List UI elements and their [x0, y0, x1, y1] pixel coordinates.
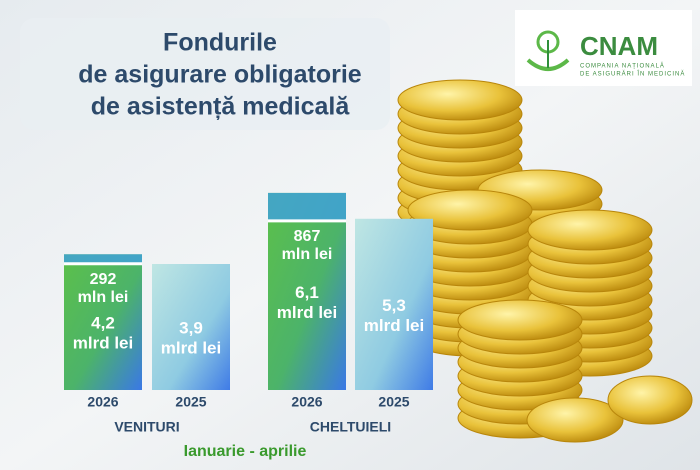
group-label: VENITURI: [114, 419, 179, 435]
value-label: mlrd lei: [277, 303, 337, 322]
group-label: CHELTUIELI: [310, 419, 391, 435]
value-label: mlrd lei: [161, 338, 221, 357]
increase-label: 292: [90, 271, 117, 288]
x-tick-label: 2025: [378, 394, 409, 410]
increase-segment: [64, 254, 142, 264]
coin: [527, 209, 653, 251]
coins-decoration: [397, 79, 693, 443]
logo-box: [515, 10, 692, 86]
x-tick-label: 2025: [175, 394, 206, 410]
value-label: 6,1: [295, 283, 319, 302]
increase-segment: [268, 192, 346, 221]
value-label: mlrd lei: [73, 334, 133, 353]
bar: [355, 218, 433, 390]
value-label: 5,3: [382, 296, 406, 315]
increase-label: 867: [294, 228, 321, 245]
coin: [407, 189, 533, 231]
period: Ianuarie - aprilie: [184, 443, 307, 460]
x-tick-label: 2026: [87, 394, 118, 410]
title-line: de asistență medicală: [91, 93, 351, 121]
logo-icon: [526, 30, 570, 71]
coin: [457, 299, 583, 341]
logo-tagline: COMPANIA NAȚIONALĂ: [580, 63, 665, 70]
coin: [397, 79, 523, 121]
x-tick-label: 2026: [291, 394, 322, 410]
value-label: 4,2: [91, 314, 115, 333]
coin: [607, 375, 693, 425]
increase-label: mln lei: [282, 246, 333, 263]
value-label: 3,9: [179, 318, 203, 337]
bar: [152, 264, 230, 390]
title-line: de asigurare obligatorie: [78, 61, 362, 89]
bar: [64, 254, 142, 390]
coin: [526, 397, 624, 443]
increase-label: mln lei: [78, 289, 129, 306]
logo-tagline: DE ASIGURĂRI ÎN MEDICINĂ: [580, 71, 685, 78]
title-line: Fondurile: [163, 29, 277, 57]
title-box: [20, 18, 390, 130]
value-label: mlrd lei: [364, 316, 424, 335]
bar: [268, 192, 346, 390]
logo-name: CNAM: [580, 31, 658, 61]
